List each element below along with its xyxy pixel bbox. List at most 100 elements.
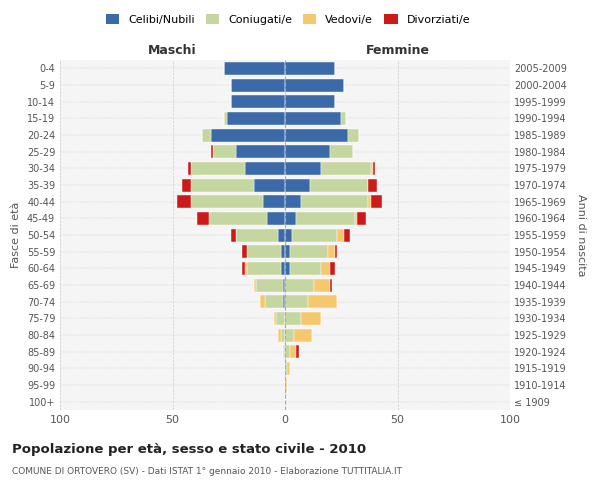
Bar: [285, 95, 335, 108]
Bar: [267, 212, 285, 225]
Bar: [285, 195, 301, 208]
Bar: [247, 262, 281, 275]
Text: COMUNE DI ORTOVERO (SV) - Dati ISTAT 1° gennaio 2010 - Elaborazione TUTTITALIA.I: COMUNE DI ORTOVERO (SV) - Dati ISTAT 1° …: [12, 468, 402, 476]
Bar: [274, 312, 276, 325]
Bar: [278, 328, 281, 342]
Bar: [278, 228, 285, 241]
Bar: [256, 278, 283, 291]
Bar: [227, 112, 285, 125]
Bar: [211, 145, 213, 158]
Bar: [245, 162, 285, 175]
Bar: [285, 78, 343, 92]
Bar: [191, 195, 263, 208]
Bar: [285, 212, 296, 225]
Bar: [285, 345, 290, 358]
Bar: [283, 295, 285, 308]
Bar: [371, 162, 373, 175]
Bar: [235, 145, 285, 158]
Bar: [242, 245, 247, 258]
Bar: [211, 128, 285, 141]
Bar: [285, 262, 290, 275]
Bar: [343, 228, 350, 241]
Bar: [337, 228, 343, 241]
Bar: [285, 328, 294, 342]
Bar: [310, 178, 368, 192]
Bar: [285, 362, 287, 375]
Bar: [191, 178, 254, 192]
Bar: [245, 262, 247, 275]
Bar: [231, 95, 285, 108]
Bar: [373, 162, 375, 175]
Bar: [283, 278, 285, 291]
Bar: [276, 312, 285, 325]
Bar: [209, 212, 267, 225]
Bar: [177, 195, 191, 208]
Text: Femmine: Femmine: [365, 44, 430, 57]
Y-axis label: Anni di nascita: Anni di nascita: [577, 194, 586, 276]
Bar: [294, 328, 312, 342]
Bar: [314, 278, 330, 291]
Bar: [182, 178, 191, 192]
Legend: Celibi/Nubili, Coniugati/e, Vedovi/e, Divorziati/e: Celibi/Nubili, Coniugati/e, Vedovi/e, Di…: [103, 10, 473, 28]
Bar: [197, 212, 209, 225]
Bar: [188, 162, 191, 175]
Bar: [247, 245, 281, 258]
Bar: [283, 345, 285, 358]
Bar: [231, 78, 285, 92]
Bar: [292, 228, 337, 241]
Bar: [254, 178, 285, 192]
Bar: [281, 245, 285, 258]
Bar: [285, 128, 348, 141]
Bar: [330, 262, 335, 275]
Bar: [254, 278, 256, 291]
Bar: [371, 195, 382, 208]
Bar: [263, 195, 285, 208]
Text: Maschi: Maschi: [148, 44, 197, 57]
Bar: [285, 178, 310, 192]
Bar: [296, 212, 355, 225]
Bar: [290, 262, 321, 275]
Bar: [285, 245, 290, 258]
Bar: [348, 128, 359, 141]
Bar: [285, 112, 341, 125]
Bar: [330, 145, 353, 158]
Bar: [285, 162, 321, 175]
Bar: [285, 228, 292, 241]
Bar: [242, 262, 245, 275]
Bar: [281, 328, 285, 342]
Bar: [224, 112, 227, 125]
Bar: [321, 262, 330, 275]
Bar: [368, 178, 377, 192]
Bar: [265, 295, 283, 308]
Bar: [341, 112, 346, 125]
Bar: [335, 245, 337, 258]
Bar: [224, 62, 285, 75]
Bar: [355, 212, 357, 225]
Bar: [290, 245, 328, 258]
Bar: [191, 162, 245, 175]
Bar: [296, 345, 299, 358]
Y-axis label: Fasce di età: Fasce di età: [11, 202, 21, 268]
Bar: [285, 278, 314, 291]
Bar: [357, 212, 366, 225]
Bar: [301, 195, 368, 208]
Bar: [285, 312, 301, 325]
Bar: [285, 378, 287, 392]
Bar: [285, 62, 335, 75]
Bar: [308, 295, 337, 308]
Bar: [281, 262, 285, 275]
Bar: [290, 345, 296, 358]
Bar: [285, 145, 330, 158]
Bar: [328, 245, 335, 258]
Bar: [368, 195, 371, 208]
Bar: [213, 145, 235, 158]
Bar: [235, 228, 278, 241]
Bar: [285, 295, 308, 308]
Bar: [260, 295, 265, 308]
Bar: [330, 278, 332, 291]
Bar: [231, 228, 235, 241]
Bar: [287, 362, 290, 375]
Bar: [202, 128, 211, 141]
Bar: [321, 162, 371, 175]
Bar: [301, 312, 321, 325]
